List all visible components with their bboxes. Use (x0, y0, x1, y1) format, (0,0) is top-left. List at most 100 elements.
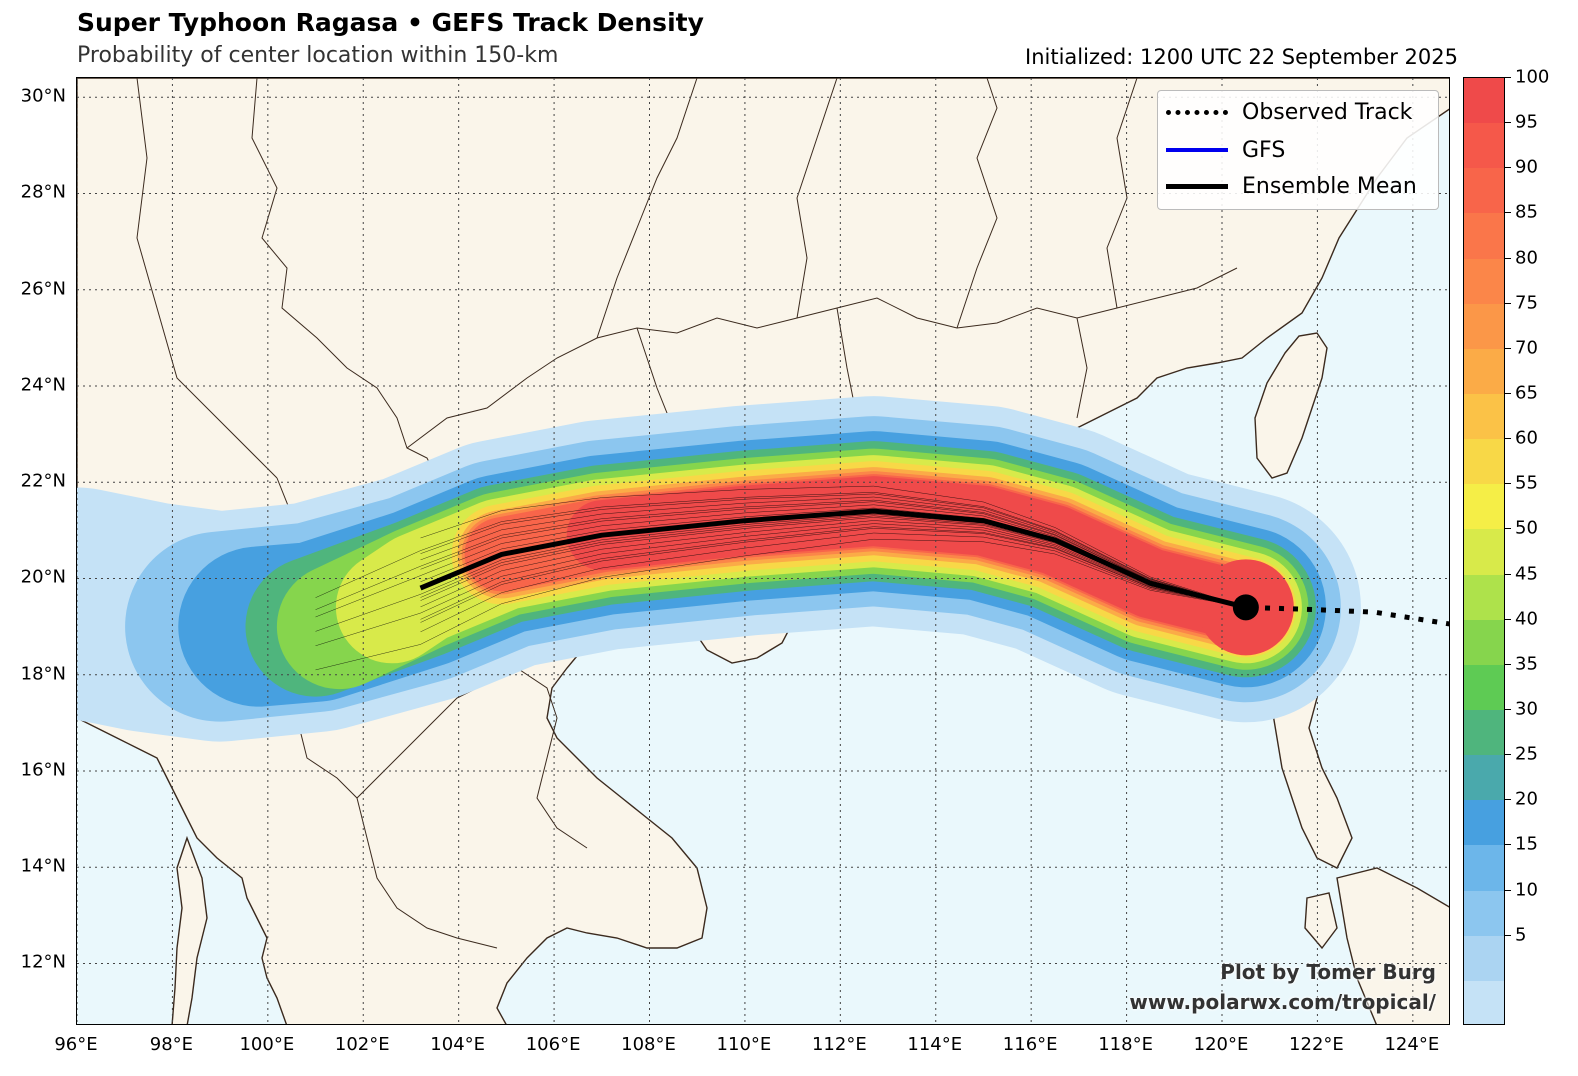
lon-tick-label: 106°E (525, 1034, 581, 1055)
colorbar-tick (1505, 302, 1511, 304)
lat-tick-label: 16°N (20, 759, 66, 781)
lon-tick-label: 118°E (1098, 1034, 1153, 1055)
member-track (315, 523, 1246, 647)
lat-tick-label: 18°N (20, 663, 66, 685)
lon-tick-label: 122°E (1289, 1034, 1344, 1055)
colorbar-segment (1464, 980, 1504, 1024)
lat-tick-label: 26°N (20, 278, 66, 300)
colorbar-segment (1464, 348, 1504, 394)
lon-tick-label: 112°E (811, 1034, 867, 1055)
member-track (420, 496, 1246, 608)
colorbar-segment (1464, 709, 1504, 756)
colorbar-tick (1505, 77, 1511, 78)
colorbar-tick-label: 40 (1515, 608, 1538, 630)
colorbar-tick-label: 65 (1515, 382, 1538, 404)
lon-tick-label: 110°E (716, 1034, 772, 1055)
lon-tick-label: 100°E (239, 1034, 295, 1055)
observed-track-line (1245, 604, 1449, 627)
credit-url[interactable]: www.polarwx.com/tropical/ (1129, 990, 1436, 1014)
colorbar-tick-label: 5 (1515, 924, 1527, 946)
lat-tick-label: 28°N (20, 181, 66, 203)
member-track (420, 520, 1246, 608)
colorbar-tick (1505, 799, 1511, 801)
legend: Observed Track GFS Ensemble Mean (1157, 90, 1439, 210)
lat-tick-label: 20°N (20, 566, 66, 588)
colorbar-tick (1505, 934, 1511, 936)
observed-line-swatch (1166, 109, 1228, 115)
colorbar-tick (1505, 438, 1511, 440)
colorbar-tick (1505, 709, 1511, 710)
colorbar-segment (1464, 78, 1504, 124)
colorbar-tick (1505, 573, 1511, 575)
lon-tick-label: 102°E (334, 1034, 390, 1055)
lon-tick-label: 116°E (1002, 1034, 1058, 1055)
lat-tick-label: 22°N (20, 470, 66, 492)
member-track (420, 526, 1246, 620)
colorbar-segment (1464, 123, 1504, 169)
colorbar-tick-label: 55 (1515, 472, 1538, 494)
malay-peninsula (171, 835, 208, 1024)
legend-label-gfs: GFS (1242, 137, 1286, 163)
ensemble-mean-track-line (419, 508, 1247, 610)
colorbar-segment (1464, 664, 1504, 710)
colorbar-segment (1464, 168, 1504, 214)
colorbar-segment (1464, 213, 1504, 259)
colorbar-segment (1464, 755, 1504, 801)
colorbar-segment (1464, 935, 1504, 981)
colorbar-tick (1505, 618, 1511, 620)
map-canvas (77, 78, 1449, 1024)
lon-tick-label: 124°E (1384, 1034, 1440, 1055)
lat-tick-label: 30°N (20, 85, 66, 107)
colorbar-segment (1464, 800, 1504, 846)
member-track (420, 501, 1246, 608)
colorbar-tick (1505, 167, 1511, 169)
colorbar-tick (1505, 663, 1511, 665)
colorbar-tick-label: 35 (1515, 653, 1538, 675)
colorbar-tick (1505, 754, 1511, 756)
colorbar-tick (1505, 257, 1511, 259)
colorbar-tick-label: 45 (1515, 563, 1538, 585)
chart-subtitle: Probability of center location within 15… (77, 43, 559, 68)
lon-tick-label: 98°E (149, 1034, 194, 1055)
colorbar-segment (1464, 529, 1504, 575)
colorbar-segment (1464, 484, 1504, 530)
colorbar-tick-label: 85 (1515, 201, 1538, 223)
colorbar-tick-label: 70 (1515, 337, 1538, 359)
lat-tick-label: 14°N (20, 855, 66, 877)
chart-title: Super Typhoon Ragasa • GEFS Track Densit… (77, 8, 704, 37)
legend-item-gfs: GFS (1166, 135, 1285, 165)
credit-author: Plot by Tomer Burg (1220, 960, 1436, 984)
lon-tick-label: 120°E (1193, 1034, 1249, 1055)
member-track (315, 538, 1246, 671)
lon-tick-label: 104°E (430, 1034, 486, 1055)
colorbar-tick-label: 60 (1515, 427, 1538, 449)
member-track (420, 493, 1246, 608)
legend-item-mean: Ensemble Mean (1166, 171, 1417, 201)
colorbar-tick-label: 80 (1515, 247, 1538, 269)
map-panel[interactable] (76, 77, 1450, 1025)
current-position-marker (1232, 594, 1259, 621)
colorbar-tick-label: 25 (1515, 743, 1538, 765)
init-time: Initialized: 1200 UTC 22 September 2025 (1025, 45, 1458, 69)
taiwan-island (1254, 332, 1328, 479)
colorbar-tick (1505, 528, 1511, 530)
colorbar-segment (1464, 890, 1504, 936)
legend-label-mean: Ensemble Mean (1242, 173, 1417, 199)
mindoro-island (1304, 892, 1338, 950)
colorbar-tick-label: 10 (1515, 879, 1538, 901)
colorbar-tick-label: 100 (1515, 66, 1550, 88)
colorbar-tick (1505, 347, 1511, 349)
member-track (420, 485, 1246, 608)
colorbar-segment (1464, 574, 1504, 620)
colorbar-tick (1505, 483, 1511, 485)
colorbar-segment (1464, 303, 1504, 349)
colorbar (1463, 77, 1505, 1025)
colorbar-tick-label: 95 (1515, 111, 1538, 133)
lon-tick-label: 108°E (621, 1034, 676, 1055)
graticule (77, 78, 1449, 1024)
mean-line-swatch (1166, 183, 1228, 189)
colorbar-tick (1505, 122, 1511, 124)
member-track (420, 528, 1246, 623)
colorbar-segment (1464, 845, 1504, 891)
legend-item-observed: Observed Track (1166, 97, 1412, 127)
